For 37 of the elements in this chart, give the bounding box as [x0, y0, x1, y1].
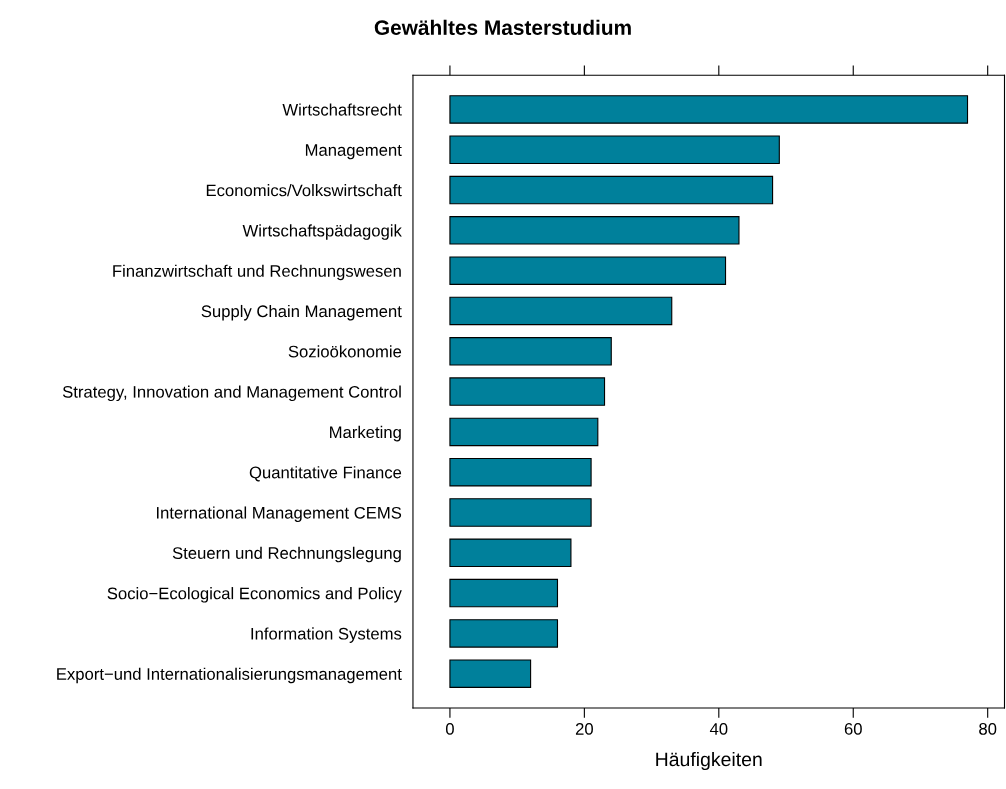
bar — [449, 337, 612, 366]
bar — [449, 216, 740, 245]
y-tick-label: Finanzwirtschaft und Rechnungswesen — [113, 264, 401, 281]
bar — [449, 498, 592, 527]
bar — [449, 135, 780, 165]
x-tick-label: 0 — [445, 722, 454, 735]
y-tick-label: Export−und Internationalisierungsmanagement — [57, 667, 402, 684]
bar — [449, 659, 532, 688]
y-tick-label: Wirtschaftsrecht — [282, 103, 402, 116]
y-tick-label: Supply Chain Management — [201, 304, 402, 321]
y-tick-label: Socio−Ecological Economics and Policy — [107, 587, 402, 603]
x-tick-label: 80 — [979, 722, 997, 735]
bar — [449, 256, 727, 285]
y-tick-label: Sozioökonomie — [288, 345, 402, 358]
y-tick-label: Information Systems — [251, 627, 402, 643]
bar — [449, 175, 774, 205]
y-tick-label: Steuern und Rechnungslegung — [172, 546, 401, 563]
bar — [449, 377, 606, 406]
y-tick-label: Wirtschaftspädagogik — [242, 224, 402, 240]
y-tick-label: Quantitative Finance — [249, 466, 402, 482]
y-tick-label: Marketing — [330, 425, 401, 442]
bar — [449, 457, 592, 487]
bar — [449, 95, 969, 124]
x-tick-label: 60 — [844, 722, 862, 735]
y-tick-label: International Management CEMS — [156, 506, 402, 522]
y-tick-label: Management — [305, 144, 402, 160]
bar — [449, 417, 599, 447]
bar — [449, 296, 673, 326]
x-tick-label: 40 — [709, 722, 728, 735]
x-tick-label: 20 — [575, 722, 593, 735]
y-tick-label: Strategy, Innovation and Management Control — [62, 385, 401, 402]
bar — [449, 578, 559, 608]
x-axis-title: Häufigkeiten — [656, 751, 762, 771]
bar — [449, 619, 559, 648]
bar — [449, 538, 572, 568]
chart-title: Gewähltes Masterstudium — [374, 19, 631, 36]
y-tick-label: Economics/Volkswirtschaft — [206, 184, 402, 197]
